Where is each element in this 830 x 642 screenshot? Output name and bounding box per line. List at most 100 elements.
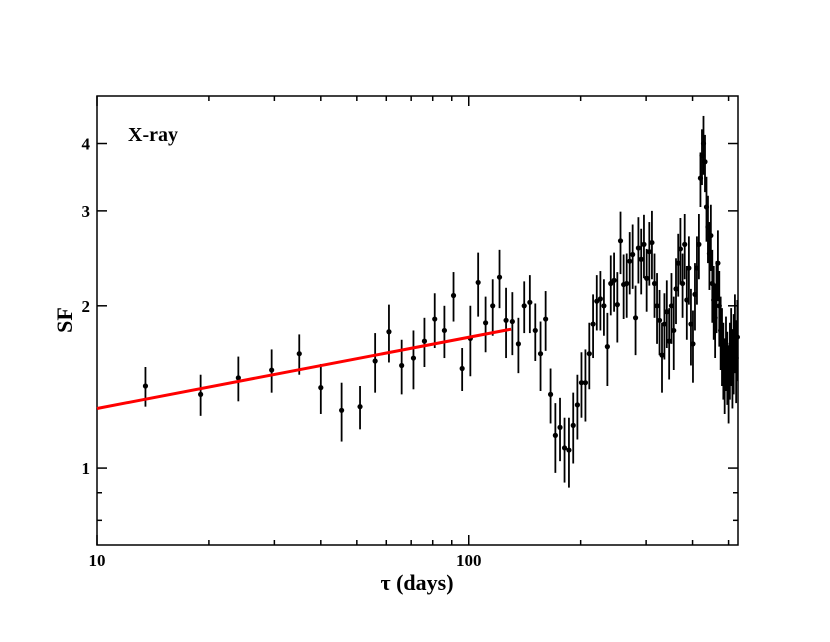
data-point [720, 355, 726, 361]
data-point [482, 320, 489, 326]
data-point [682, 241, 688, 247]
data-point [399, 362, 405, 369]
data-point [686, 265, 692, 271]
y-tick-label: 4 [82, 135, 91, 154]
y-axis-label: SF [52, 307, 77, 333]
data-points [142, 140, 740, 453]
data-point [318, 385, 324, 391]
plot-frame [96, 95, 739, 546]
data-point [586, 351, 592, 357]
data-point [459, 365, 465, 372]
data-point [697, 175, 704, 181]
data-point [372, 358, 378, 364]
data-point [668, 303, 675, 309]
data-point [727, 355, 733, 361]
data-point [728, 341, 734, 347]
data-point [611, 277, 617, 283]
data-point [644, 275, 650, 281]
data-point [684, 297, 690, 303]
data-point [198, 391, 204, 397]
data-point [557, 424, 563, 430]
data-point [654, 303, 660, 309]
data-point [614, 302, 620, 308]
data-point [537, 351, 544, 357]
data-point [566, 447, 572, 453]
data-point [496, 274, 503, 280]
data-point [734, 334, 740, 340]
data-point [632, 315, 639, 321]
data-point [578, 380, 585, 386]
data-point [509, 318, 515, 325]
data-point [515, 341, 521, 347]
data-point [641, 241, 647, 247]
data-point [432, 316, 438, 322]
data-point [635, 245, 642, 251]
data-point [421, 338, 428, 344]
data-point [646, 249, 652, 255]
data-point [659, 352, 665, 358]
data-point [713, 291, 720, 297]
data-point [719, 341, 725, 347]
data-point [386, 329, 392, 335]
data-point [339, 407, 345, 413]
ticks [96, 96, 738, 545]
data-point [561, 445, 568, 451]
data-point [731, 348, 737, 354]
x-tick-label: 100 [456, 551, 482, 570]
data-point [357, 404, 363, 410]
data-point [699, 152, 705, 159]
data-point [656, 317, 663, 323]
data-point [694, 265, 700, 271]
data-point [725, 378, 732, 384]
data-point [490, 303, 496, 309]
data-point [450, 292, 457, 299]
data-point [692, 291, 698, 297]
data-point [679, 280, 686, 287]
data-point [718, 327, 724, 334]
data-point [582, 380, 589, 386]
data-point [723, 348, 729, 354]
data-point [671, 327, 677, 334]
data-point [729, 362, 736, 369]
annotation-label: X-ray [128, 124, 178, 146]
x-tick-label: 10 [89, 551, 106, 570]
data-point [142, 383, 149, 389]
data-point [235, 375, 241, 381]
data-point [441, 327, 448, 334]
data-point [709, 280, 715, 287]
error-bars [144, 115, 739, 488]
data-point [702, 159, 708, 165]
data-point [521, 303, 527, 309]
data-point [690, 341, 696, 347]
data-point [732, 327, 738, 334]
data-point [708, 232, 714, 239]
data-point [703, 204, 710, 210]
data-point [269, 367, 275, 373]
data-point [475, 279, 481, 286]
data-point [604, 344, 610, 350]
data-point [651, 280, 658, 287]
data-point [543, 316, 549, 322]
data-point [574, 402, 580, 408]
data-point [733, 355, 739, 361]
data-point [532, 327, 538, 334]
data-point [638, 256, 644, 262]
data-point [675, 260, 681, 266]
data-point [570, 422, 576, 429]
data-point [688, 321, 694, 327]
data-point [617, 238, 624, 244]
y-tick-label: 3 [82, 202, 91, 221]
tick-labels: 10 100 1 2 3 4 [82, 135, 482, 570]
data-point [296, 351, 302, 357]
data-point [700, 140, 707, 147]
x-axis-label: τ (days) [380, 570, 453, 595]
data-point [666, 338, 672, 344]
data-point [410, 355, 417, 361]
data-point [712, 315, 718, 321]
data-point [649, 239, 655, 246]
data-point [503, 317, 509, 323]
data-point [597, 296, 603, 302]
data-point [715, 260, 721, 266]
data-point [608, 280, 614, 287]
